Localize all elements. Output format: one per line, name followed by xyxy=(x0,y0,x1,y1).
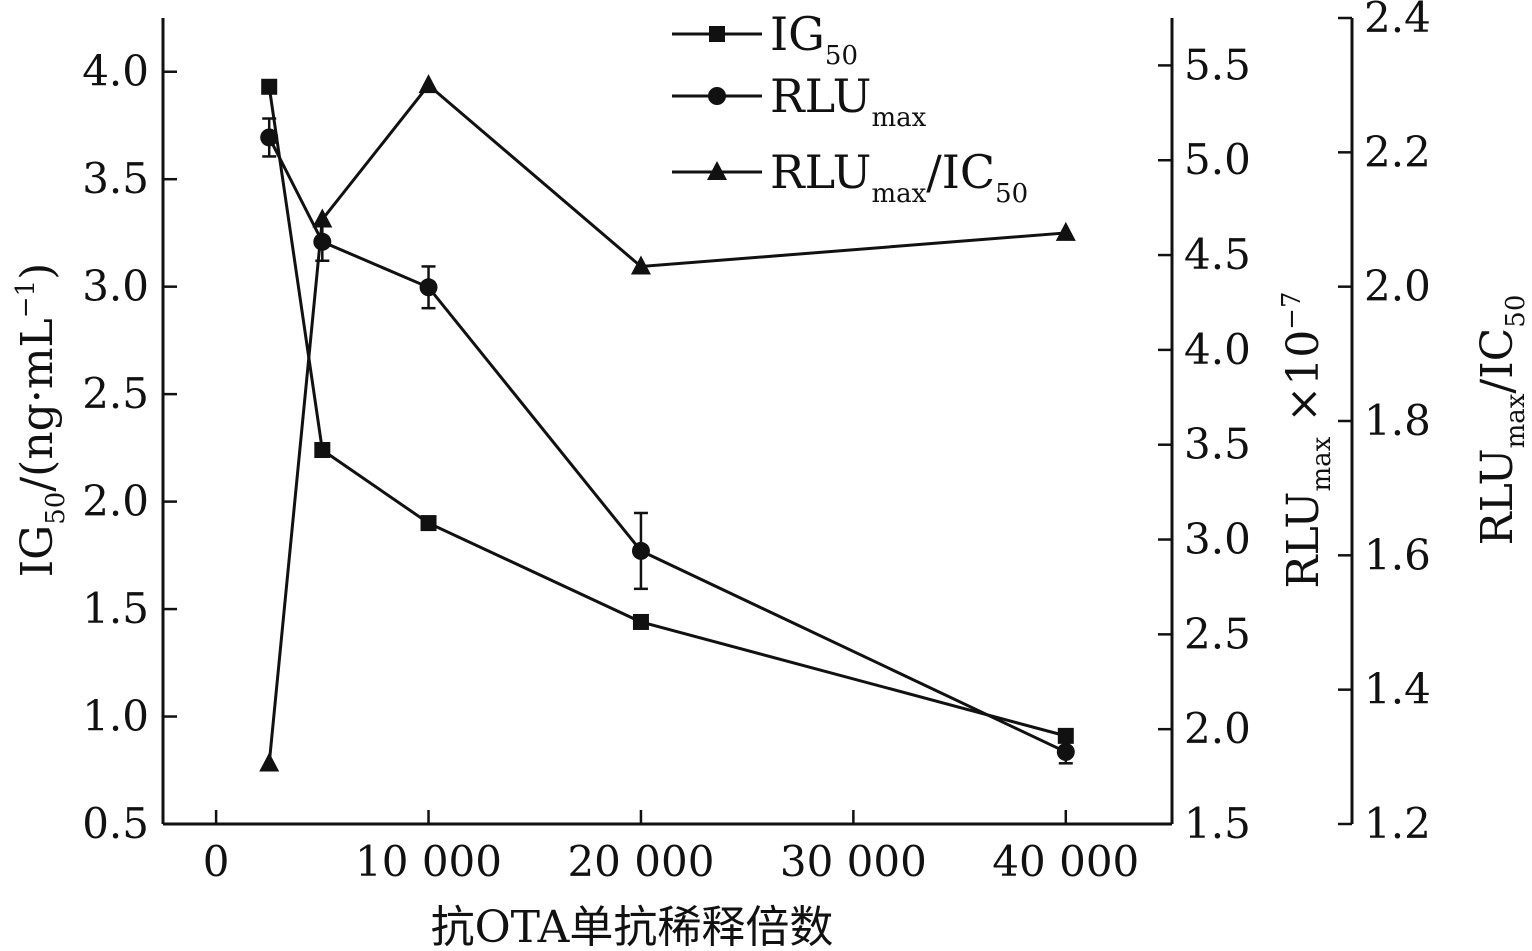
legend-marker xyxy=(707,161,727,180)
data-point xyxy=(314,442,331,459)
left-tick-label: 3.0 xyxy=(82,262,149,311)
data-point xyxy=(419,278,438,297)
right2-tick-label: 2.2 xyxy=(1364,127,1431,176)
left-tick-label: 4.0 xyxy=(82,47,149,96)
legend-marker xyxy=(709,26,725,42)
axis-title-part: /IC xyxy=(1472,328,1523,394)
axis-title-part: −1 xyxy=(11,280,41,318)
axis-title-part: −7 xyxy=(1277,291,1307,329)
data-point xyxy=(632,613,649,630)
left-axis-title-text: IG50/(ng·mL−1) xyxy=(11,263,71,578)
data-point xyxy=(259,752,280,772)
axis-title-part: max xyxy=(1307,436,1337,491)
x-tick-label: 40 000 xyxy=(992,837,1139,886)
left-tick-label: 1.5 xyxy=(82,584,149,633)
data-point xyxy=(418,74,439,94)
legend-subscript: 50 xyxy=(825,41,858,71)
right1-tick-label: 2.5 xyxy=(1184,609,1251,658)
axis-title-part: 50 xyxy=(1501,295,1531,328)
legend-entry-0: IG50 xyxy=(672,7,858,71)
right2-tick-label: 1.2 xyxy=(1364,799,1431,848)
x-tick-label: 20 000 xyxy=(567,837,714,886)
right1-tick-label: 5.0 xyxy=(1184,135,1251,184)
x-tick-label: 30 000 xyxy=(780,837,927,886)
right2-tick-label: 2.4 xyxy=(1364,0,1431,42)
axis-title-part: IG xyxy=(12,525,63,578)
axis-title-part: ) xyxy=(12,263,63,280)
right1-axis-title-text: RLUmax ×10−7 xyxy=(1277,291,1337,588)
right2-tick-label: 1.8 xyxy=(1364,396,1431,445)
axis-title-part: max xyxy=(1501,393,1531,448)
left-tick-label: 1.0 xyxy=(82,692,149,741)
right1-tick-label: 5.5 xyxy=(1184,40,1251,89)
axis-title-part: 50 xyxy=(41,492,71,525)
right1-axis-title: RLUmax ×10−7 xyxy=(1277,291,1337,588)
legend-label: RLUmax xyxy=(770,69,927,133)
right1-tick-label: 4.0 xyxy=(1184,325,1251,374)
legend-subscript: max xyxy=(871,103,926,133)
left-axis-title: IG50/(ng·mL−1) xyxy=(11,263,71,578)
legend-entry-2: RLUmax/IC50 xyxy=(672,145,1028,209)
legend-subscript: max xyxy=(871,179,926,209)
legend-text-part: RLU xyxy=(770,145,871,199)
right2-tick-label: 1.4 xyxy=(1364,665,1431,714)
axis-title-part: RLU xyxy=(1278,491,1329,588)
axis-title-part: ×10 xyxy=(1278,330,1329,437)
legend-entry-1: RLUmax xyxy=(672,69,927,133)
data-point xyxy=(312,208,333,228)
legend-subscript: 50 xyxy=(995,179,1028,209)
series-2 xyxy=(259,74,1076,772)
right1-tick-label: 1.5 xyxy=(1184,799,1251,848)
right2-axis-title-text: RLUmax/IC50 xyxy=(1472,295,1531,546)
series-line xyxy=(267,136,1067,754)
legend-label: IG50 xyxy=(770,7,858,71)
legend-text-part: IG xyxy=(770,7,825,61)
data-point xyxy=(1056,742,1075,761)
data-point xyxy=(631,541,650,560)
data-point xyxy=(260,128,279,147)
right1-tick-label: 4.5 xyxy=(1184,230,1251,279)
x-tick-label: 0 xyxy=(203,837,230,886)
legend-text-part: RLU xyxy=(770,69,871,123)
data-point xyxy=(630,255,651,275)
right2-tick-label: 2.0 xyxy=(1364,262,1431,311)
right1-tick-label: 2.0 xyxy=(1184,704,1251,753)
data-point xyxy=(420,515,437,532)
series-0 xyxy=(261,78,1074,744)
axis-title-part: RLU xyxy=(1472,448,1523,545)
left-tick-label: 2.5 xyxy=(82,369,149,418)
series-1 xyxy=(260,117,1075,765)
x-axis-title: 抗OTA单抗稀释倍数 xyxy=(431,902,834,951)
x-tick-label: 10 000 xyxy=(355,837,502,886)
right1-tick-label: 3.0 xyxy=(1184,515,1251,564)
legend-text-part: /IC xyxy=(926,145,995,199)
left-tick-label: 2.0 xyxy=(82,477,149,526)
data-point xyxy=(1055,221,1076,241)
axis-title-part: /(ng·mL xyxy=(12,318,63,491)
left-tick-label: 0.5 xyxy=(82,799,149,848)
right1-tick-label: 3.5 xyxy=(1184,420,1251,469)
legend-label: RLUmax/IC50 xyxy=(770,145,1028,209)
data-point xyxy=(313,232,332,251)
data-point xyxy=(261,78,278,95)
right2-tick-label: 1.6 xyxy=(1364,530,1431,579)
legend-marker xyxy=(708,87,726,105)
left-tick-label: 3.5 xyxy=(82,154,149,203)
right2-axis-title: RLUmax/IC50 xyxy=(1472,295,1531,546)
